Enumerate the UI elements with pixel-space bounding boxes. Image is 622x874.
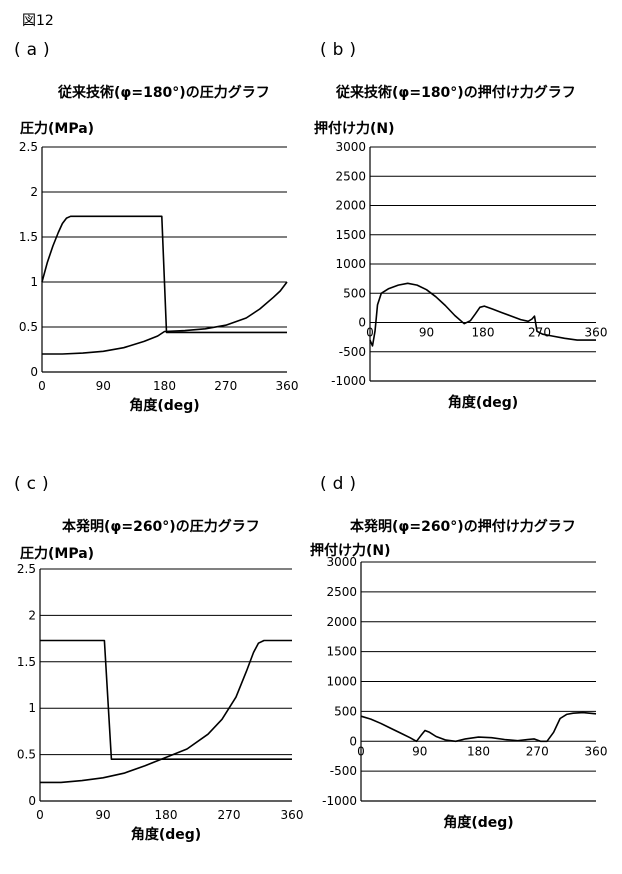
panel-b-ytick-label: 0: [358, 316, 366, 330]
panel-c-series-line-1: [40, 641, 292, 760]
panel-c-ytick-label: 1: [28, 701, 36, 715]
panel-d-series-line-1: [361, 713, 596, 742]
panel-d-xtick-label: 360: [585, 744, 608, 758]
panel-a-ytick-label: 2.5: [19, 140, 38, 154]
panel-a-xtick-label: 270: [214, 379, 237, 393]
panel-b-ytick-label: 500: [343, 286, 366, 300]
panel-a-xtick-label: 180: [153, 379, 176, 393]
panel-a-ytick-label: 2: [30, 185, 38, 199]
panel-d-xtick-label: 180: [467, 744, 490, 758]
panel-d-xlabel: 角度(deg): [443, 814, 513, 831]
panel-c-ytick-label: 2: [28, 608, 36, 622]
panel-a-xtick-label: 0: [38, 379, 46, 393]
panel-c-xtick-label: 360: [281, 808, 304, 822]
panel-d-xtick-label: 90: [412, 744, 427, 758]
panel-b-ytick-label: -500: [339, 345, 366, 359]
panel-d-ytick-label: 2000: [326, 615, 357, 629]
panel-c-ytick-label: 1.5: [17, 655, 36, 669]
panel-a-ytick-label: 0.5: [19, 320, 38, 334]
panel-c-ytick-label: 2.5: [17, 562, 36, 576]
panel-d-ytick-label: 2500: [326, 585, 357, 599]
panel-d-ytick-label: 500: [334, 704, 357, 718]
panel-d-ytick-label: 3000: [326, 555, 357, 569]
panel-d-ytick-label: -500: [330, 764, 357, 778]
panel-b-ytick-label: 2000: [335, 199, 366, 213]
panel-a-ytick-label: 0: [30, 365, 38, 379]
panel-c-ytick-label: 0: [28, 794, 36, 808]
panel-b-ytick-label: 2500: [335, 169, 366, 183]
panel-b-ytick-label: 3000: [335, 140, 366, 154]
panel-a-xlabel: 角度(deg): [129, 397, 199, 414]
panel-b-xlabel: 角度(deg): [448, 394, 518, 411]
panel-b-ytick-label: 1000: [335, 257, 366, 271]
panel-a-ytick-label: 1: [30, 275, 38, 289]
panel-d-ytick-label: 0: [349, 734, 357, 748]
panel-b-xtick-label: 360: [585, 326, 608, 340]
panel-d-ytick-label: -1000: [322, 794, 357, 808]
panel-a-ytick-label: 1.5: [19, 230, 38, 244]
panel-c-xtick-label: 90: [95, 808, 110, 822]
panel-a-xtick-label: 90: [96, 379, 111, 393]
panel-b-ytick-label: 1500: [335, 228, 366, 242]
panel-c-xlabel: 角度(deg): [131, 826, 201, 843]
panel-d-ytick-label: 1500: [326, 645, 357, 659]
panel-b-xtick-label: 90: [419, 326, 434, 340]
panel-b-xtick-label: 0: [366, 326, 374, 340]
panel-d-xtick-label: 0: [357, 744, 365, 758]
panel-d-ytick-label: 1000: [326, 675, 357, 689]
panel-a-xtick-label: 360: [276, 379, 299, 393]
panel-b-xtick-label: 180: [472, 326, 495, 340]
panel-d-xtick-label: 270: [526, 744, 549, 758]
panel-c-xtick-label: 0: [36, 808, 44, 822]
panel-c-xtick-label: 180: [155, 808, 178, 822]
panel-c-ytick-label: 0.5: [17, 748, 36, 762]
panel-c-xtick-label: 270: [218, 808, 241, 822]
panel-b-ytick-label: -1000: [331, 374, 366, 388]
